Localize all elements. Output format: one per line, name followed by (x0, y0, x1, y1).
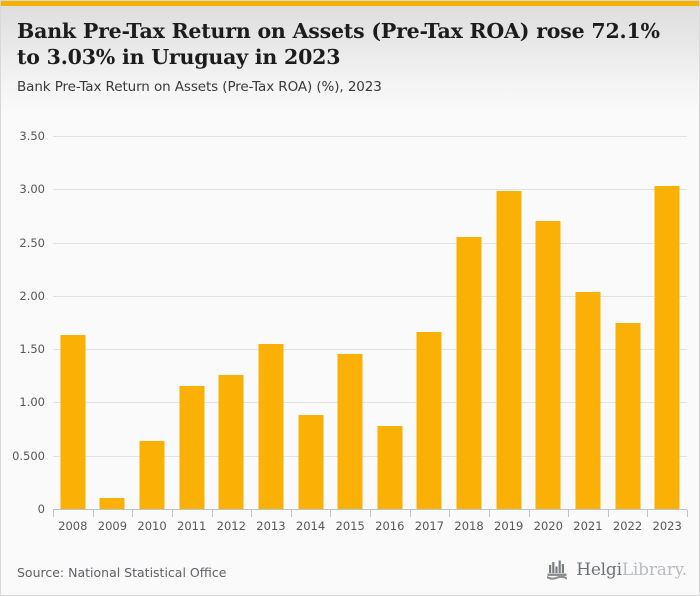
x-axis-tick-label: 2019 (494, 519, 524, 533)
x-axis-tick-label: 2023 (652, 519, 682, 533)
bar-slot (132, 114, 172, 509)
x-axis-tick (92, 510, 94, 517)
plot-inner: 0 0.500 1.00 1.50 2.00 2.50 3.00 3.50 2008 2009 2… (1, 114, 699, 544)
bar-slot (529, 114, 569, 509)
bar-2008[interactable] (60, 335, 86, 509)
bar-2018[interactable] (456, 237, 482, 509)
x-axis-tick-label: 2014 (295, 519, 326, 533)
x-axis-tick (370, 510, 371, 517)
gridline (53, 349, 687, 351)
x-axis-tick-label: 2012 (216, 519, 246, 533)
x-axis-tick (449, 510, 451, 517)
x-axis-tick-label: 2011 (177, 519, 207, 533)
bar-slot (330, 114, 370, 509)
logo-text-helgi: Helgi (576, 559, 622, 580)
gridline (53, 136, 687, 137)
helgi-library-logo[interactable]: HelgiLibrary. (546, 559, 687, 581)
gridline (53, 189, 687, 191)
x-axis-tick (647, 510, 649, 517)
x-axis-tick (132, 510, 134, 517)
bar-2023[interactable] (654, 186, 680, 509)
y-axis-tick-label: 2.00 (19, 288, 45, 303)
bar-slot (251, 114, 291, 509)
y-axis-tick-label: 3.50 (19, 129, 45, 143)
bar-2013[interactable] (258, 343, 284, 509)
x-axis-tick (330, 510, 332, 517)
bar-2012[interactable] (218, 374, 244, 509)
gridline (53, 402, 687, 404)
x-axis-tick (53, 510, 54, 517)
gridline (53, 295, 687, 297)
x-axis-tick-label: 2018 (454, 519, 484, 533)
y-axis-tick-label: 0 (37, 502, 45, 516)
logo-text-library: Library. (621, 559, 687, 580)
bar-slot (53, 114, 93, 509)
bar-slot (212, 114, 252, 509)
x-axis-tick (211, 510, 213, 517)
top-accent-bar (1, 1, 699, 6)
x-axis-tick (568, 510, 570, 517)
bar-2011[interactable] (179, 386, 205, 509)
x-axis-tick-label: 2017 (414, 519, 445, 533)
chart-footer: Source: National Statistical Office Helg… (1, 544, 699, 595)
bar-slot (449, 114, 489, 509)
bar-slot (172, 114, 212, 509)
x-axis-tick (528, 510, 530, 517)
bars-group (53, 114, 687, 510)
x-axis-tick (251, 510, 253, 517)
x-axis-tick (488, 510, 490, 517)
x-axis-tick-label: 2009 (97, 519, 128, 533)
y-axis-tick-label: 1.50 (19, 342, 45, 357)
x-axis-tick-label: 2008 (58, 519, 88, 533)
bar-2022[interactable] (615, 322, 641, 509)
bar-2010[interactable] (139, 440, 165, 509)
bar-2014[interactable] (298, 415, 324, 509)
bar-2021[interactable] (575, 291, 601, 509)
gridline (53, 455, 687, 457)
x-axis-tick-label: 2013 (256, 519, 286, 533)
x-axis-tick-label: 2015 (335, 519, 365, 533)
bar-2020[interactable] (535, 221, 561, 509)
y-axis-tick-label: 1.00 (19, 395, 45, 410)
bar-2009[interactable] (99, 498, 125, 509)
x-axis-tick-label: 2022 (612, 519, 643, 533)
bar-2015[interactable] (337, 354, 363, 509)
bar-slot (608, 114, 648, 509)
bar-slot (291, 114, 331, 509)
x-axis-tick (687, 510, 688, 517)
x-axis-tick (171, 510, 173, 517)
y-axis-tick-label: 0.500 (12, 448, 45, 463)
bar-slot (647, 114, 687, 509)
chart-subtitle: Bank Pre-Tax Return on Assets (Pre-Tax R… (17, 79, 382, 95)
chart-plot-area: 0 0.500 1.00 1.50 2.00 2.50 3.00 3.50 2008 2009 2… (1, 114, 699, 544)
x-axis-tick-label: 2020 (533, 519, 563, 533)
x-axis-line (53, 509, 687, 510)
x-axis-tick (290, 510, 292, 517)
y-axis-tick-label: 2.50 (19, 235, 45, 250)
gridline (53, 242, 687, 244)
bar-2019[interactable] (496, 191, 522, 509)
bar-chart-book-icon (547, 560, 568, 580)
x-axis-tick (607, 510, 609, 517)
page-title: Bank Pre-Tax Return on Assets (Pre-Tax R… (17, 19, 660, 69)
bar-slot (410, 114, 450, 509)
chart-header: Bank Pre-Tax Return on Assets (Pre-Tax R… (1, 6, 699, 114)
x-axis-tick-label: 2016 (375, 519, 405, 533)
source-label: Source: National Statistical Office (17, 565, 227, 580)
x-axis-tick-label: 2010 (137, 519, 167, 533)
bar-slot (93, 114, 133, 509)
bar-2016[interactable] (377, 425, 403, 509)
x-axis-tick-label: 2021 (573, 519, 603, 533)
x-axis-labels: 2008 2009 2010 2011 2012 2013 2014 2015 2016 2017… (53, 510, 688, 544)
y-axis-tick-label: 3.00 (19, 182, 45, 197)
bar-2017[interactable] (416, 332, 442, 509)
bar-slot (568, 114, 608, 509)
bar-slot (370, 114, 410, 509)
logo-wordmark: HelgiLibrary. (576, 559, 687, 580)
bar-slot (489, 114, 529, 509)
x-axis-tick (409, 510, 411, 517)
